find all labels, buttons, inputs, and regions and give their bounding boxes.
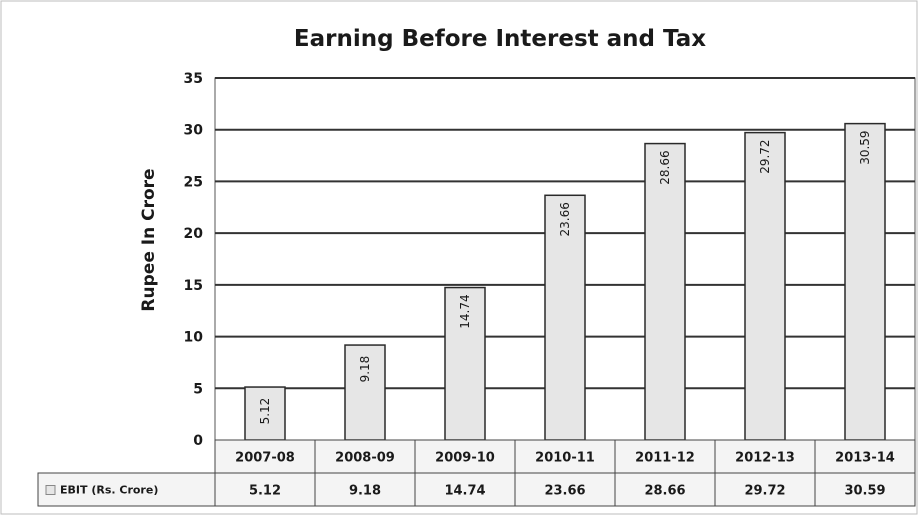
x-category-label: 2010-11 [535, 451, 595, 466]
x-category-label: 2013-14 [835, 451, 895, 466]
table-value: 29.72 [744, 484, 785, 499]
y-tick-label: 15 [184, 278, 203, 294]
y-tick-label: 30 [184, 123, 204, 139]
bar-2011-12 [644, 142, 686, 441]
y-axis-ticks: 0 5 10 15 20 25 30 35 [184, 71, 204, 449]
data-label: 30.59 [858, 130, 872, 164]
bars: 5.12 9.18 14.74 23.66 28.66 29.72 30.59 [244, 122, 886, 441]
x-category-label: 2008-09 [335, 451, 395, 466]
legend-label: EBIT (Rs. Crore) [60, 484, 158, 497]
bar-2012-13 [744, 131, 786, 441]
table-value: 5.12 [249, 484, 281, 499]
table-value: 23.66 [544, 484, 585, 499]
data-label: 14.74 [458, 294, 472, 328]
x-category-label: 2011-12 [635, 451, 695, 466]
data-label: 28.66 [658, 150, 672, 184]
bar-2013-14 [844, 122, 886, 441]
table-value-row [37, 472, 916, 507]
legend-key [45, 485, 56, 495]
table-value: 9.18 [349, 484, 381, 499]
y-tick-label: 10 [184, 330, 204, 346]
x-category-label: 2009-10 [435, 451, 495, 466]
x-category-label: 2012-13 [735, 451, 795, 466]
y-tick-label: 25 [184, 174, 203, 190]
y-tick-label: 35 [184, 71, 203, 87]
data-table: 2007-08 5.12 2008-09 9.18 2009-10 14.74 2010-1… [37, 439, 916, 507]
data-label: 29.72 [758, 139, 772, 173]
y-tick-label: 0 [193, 433, 203, 449]
y-tick-label: 5 [193, 381, 203, 397]
table-header-row [214, 439, 916, 474]
bar-2009-10 [444, 286, 486, 441]
x-category-label: 2007-08 [235, 451, 295, 466]
table-value: 28.66 [644, 484, 685, 499]
y-tick-label: 20 [184, 226, 204, 242]
table-value: 14.74 [444, 484, 485, 499]
data-label: 5.12 [258, 398, 272, 425]
data-label: 23.66 [558, 202, 572, 236]
bar-2007-08 [244, 386, 286, 441]
bar-2010-11 [544, 194, 586, 441]
data-label: 9.18 [358, 356, 372, 383]
y-axis-label: Rupee In Crore [139, 168, 159, 311]
chart-title: Earning Before Interest and Tax [294, 26, 706, 52]
table-value: 30.59 [844, 484, 885, 499]
